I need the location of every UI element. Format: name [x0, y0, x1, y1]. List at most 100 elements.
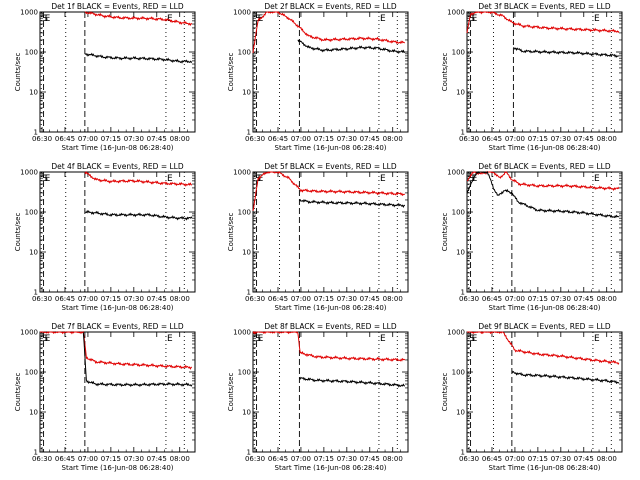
x-tick-label: 06:45 — [482, 295, 502, 303]
x-tick-label: 08:00 — [383, 295, 403, 303]
y-axis-label: Counts/sec — [441, 373, 449, 412]
x-tick-label: 06:30 — [32, 455, 52, 463]
y-tick-label: 10 — [242, 89, 251, 97]
x-tick-label: 06:45 — [55, 455, 75, 463]
time-marker-label: E — [258, 14, 264, 24]
time-marker-label: E — [167, 14, 173, 24]
x-axis-label: Start Time (16-Jun-08 06:28:40) — [62, 304, 174, 312]
x-tick-label: 08:00 — [597, 135, 617, 143]
time-marker-label: E — [472, 174, 478, 184]
y-tick-label: 100 — [238, 369, 251, 377]
chart-title: Det 5f BLACK = Events, RED = LLD — [264, 162, 397, 171]
x-tick-label: 08:00 — [170, 135, 190, 143]
x-tick-label: 06:30 — [245, 455, 265, 463]
time-marker-label: E — [45, 14, 51, 24]
events-series-line — [466, 170, 620, 219]
x-tick-label: 08:00 — [597, 295, 617, 303]
x-tick-label: 06:30 — [459, 295, 479, 303]
axes-frame — [39, 171, 196, 293]
x-tick-label: 06:45 — [55, 295, 75, 303]
y-tick-label: 100 — [25, 369, 38, 377]
x-tick-label: 07:15 — [101, 295, 121, 303]
y-tick-label: 1000 — [20, 169, 38, 177]
x-tick-label: 07:30 — [124, 455, 144, 463]
chart-title: Det 1f BLACK = Events, RED = LLD — [51, 2, 184, 11]
y-tick-label: 1 — [247, 289, 251, 297]
y-tick-label: 1 — [34, 289, 38, 297]
axes-frame — [252, 331, 409, 453]
x-tick-label: 07:45 — [360, 455, 380, 463]
x-tick-label: 08:00 — [383, 455, 403, 463]
x-tick-label: 07:15 — [314, 295, 334, 303]
time-marker-label: E — [45, 174, 51, 184]
y-tick-label: 10 — [456, 249, 465, 257]
chart-title: Det 7f BLACK = Events, RED = LLD — [51, 322, 184, 331]
axes-frame — [466, 331, 623, 453]
y-tick-label: 1000 — [233, 9, 251, 17]
x-tick-label: 07:30 — [551, 455, 571, 463]
chart-title: Det 9f BLACK = Events, RED = LLD — [478, 322, 611, 331]
time-marker-label: S — [469, 174, 475, 184]
events-series-line — [82, 332, 193, 388]
lld-series-line — [466, 11, 620, 34]
y-tick-label: 1000 — [447, 169, 465, 177]
x-axis-label: Start Time (16-Jun-08 06:28:40) — [489, 304, 601, 312]
y-tick-label: 1 — [247, 129, 251, 137]
time-marker-label: E — [472, 14, 478, 24]
events-series-line — [84, 209, 193, 221]
x-tick-label: 06:45 — [55, 135, 75, 143]
x-axis-label: Start Time (16-Jun-08 06:28:40) — [275, 144, 387, 152]
x-axis-label: Start Time (16-Jun-08 06:28:40) — [489, 464, 601, 472]
y-tick-label: 100 — [238, 49, 251, 57]
time-marker-label: E — [594, 174, 600, 184]
time-marker-label: S — [469, 334, 475, 344]
y-axis-label: Counts/sec — [441, 213, 449, 252]
x-tick-label: 07:45 — [147, 455, 167, 463]
y-axis-label: Counts/sec — [441, 53, 449, 92]
x-tick-label: 07:15 — [101, 135, 121, 143]
x-tick-label: 07:00 — [505, 295, 525, 303]
events-series-line — [297, 38, 406, 55]
time-marker-label: S — [469, 14, 475, 24]
x-axis-label: Start Time (16-Jun-08 06:28:40) — [275, 304, 387, 312]
x-tick-label: 07:45 — [360, 135, 380, 143]
x-tick-label: 07:00 — [505, 135, 525, 143]
plot-panel: Det 4f BLACK = Events, RED = LLD 1 10 100 10… — [14, 162, 196, 312]
time-marker-label: E — [167, 174, 173, 184]
y-tick-label: 10 — [29, 89, 38, 97]
x-axis-label: Start Time (16-Jun-08 06:28:40) — [275, 464, 387, 472]
y-tick-label: 10 — [29, 249, 38, 257]
y-axis-label: Counts/sec — [14, 373, 22, 412]
x-tick-label: 08:00 — [170, 455, 190, 463]
y-axis-label: Counts/sec — [227, 213, 235, 252]
x-tick-label: 06:30 — [245, 295, 265, 303]
plot-panel: Det 6f BLACK = Events, RED = LLD 1 10 100 10… — [441, 162, 623, 312]
x-tick-label: 06:45 — [268, 455, 288, 463]
x-tick-label: 07:30 — [337, 135, 357, 143]
lld-series-line — [40, 331, 192, 370]
time-marker-label: S — [42, 174, 48, 184]
x-tick-label: 07:15 — [314, 135, 334, 143]
x-tick-label: 06:30 — [459, 455, 479, 463]
time-marker-label: E — [380, 174, 386, 184]
events-series-line — [84, 52, 193, 64]
time-marker-label: E — [380, 14, 386, 24]
x-axis-label: Start Time (16-Jun-08 06:28:40) — [62, 464, 174, 472]
x-tick-label: 06:30 — [32, 135, 52, 143]
axes-frame — [252, 171, 409, 293]
x-tick-label: 07:15 — [528, 455, 548, 463]
x-tick-label: 07:15 — [528, 295, 548, 303]
x-tick-label: 07:30 — [124, 295, 144, 303]
lld-series-line — [252, 11, 405, 54]
x-tick-label: 07:15 — [528, 135, 548, 143]
y-tick-label: 1 — [34, 129, 38, 137]
y-tick-label: 100 — [25, 209, 38, 217]
x-tick-label: 07:30 — [337, 295, 357, 303]
y-tick-label: 100 — [25, 49, 38, 57]
events-series-line — [298, 376, 405, 388]
y-tick-label: 1000 — [447, 329, 465, 337]
x-tick-label: 08:00 — [170, 295, 190, 303]
axes-frame — [252, 11, 409, 133]
x-tick-label: 06:30 — [32, 295, 52, 303]
